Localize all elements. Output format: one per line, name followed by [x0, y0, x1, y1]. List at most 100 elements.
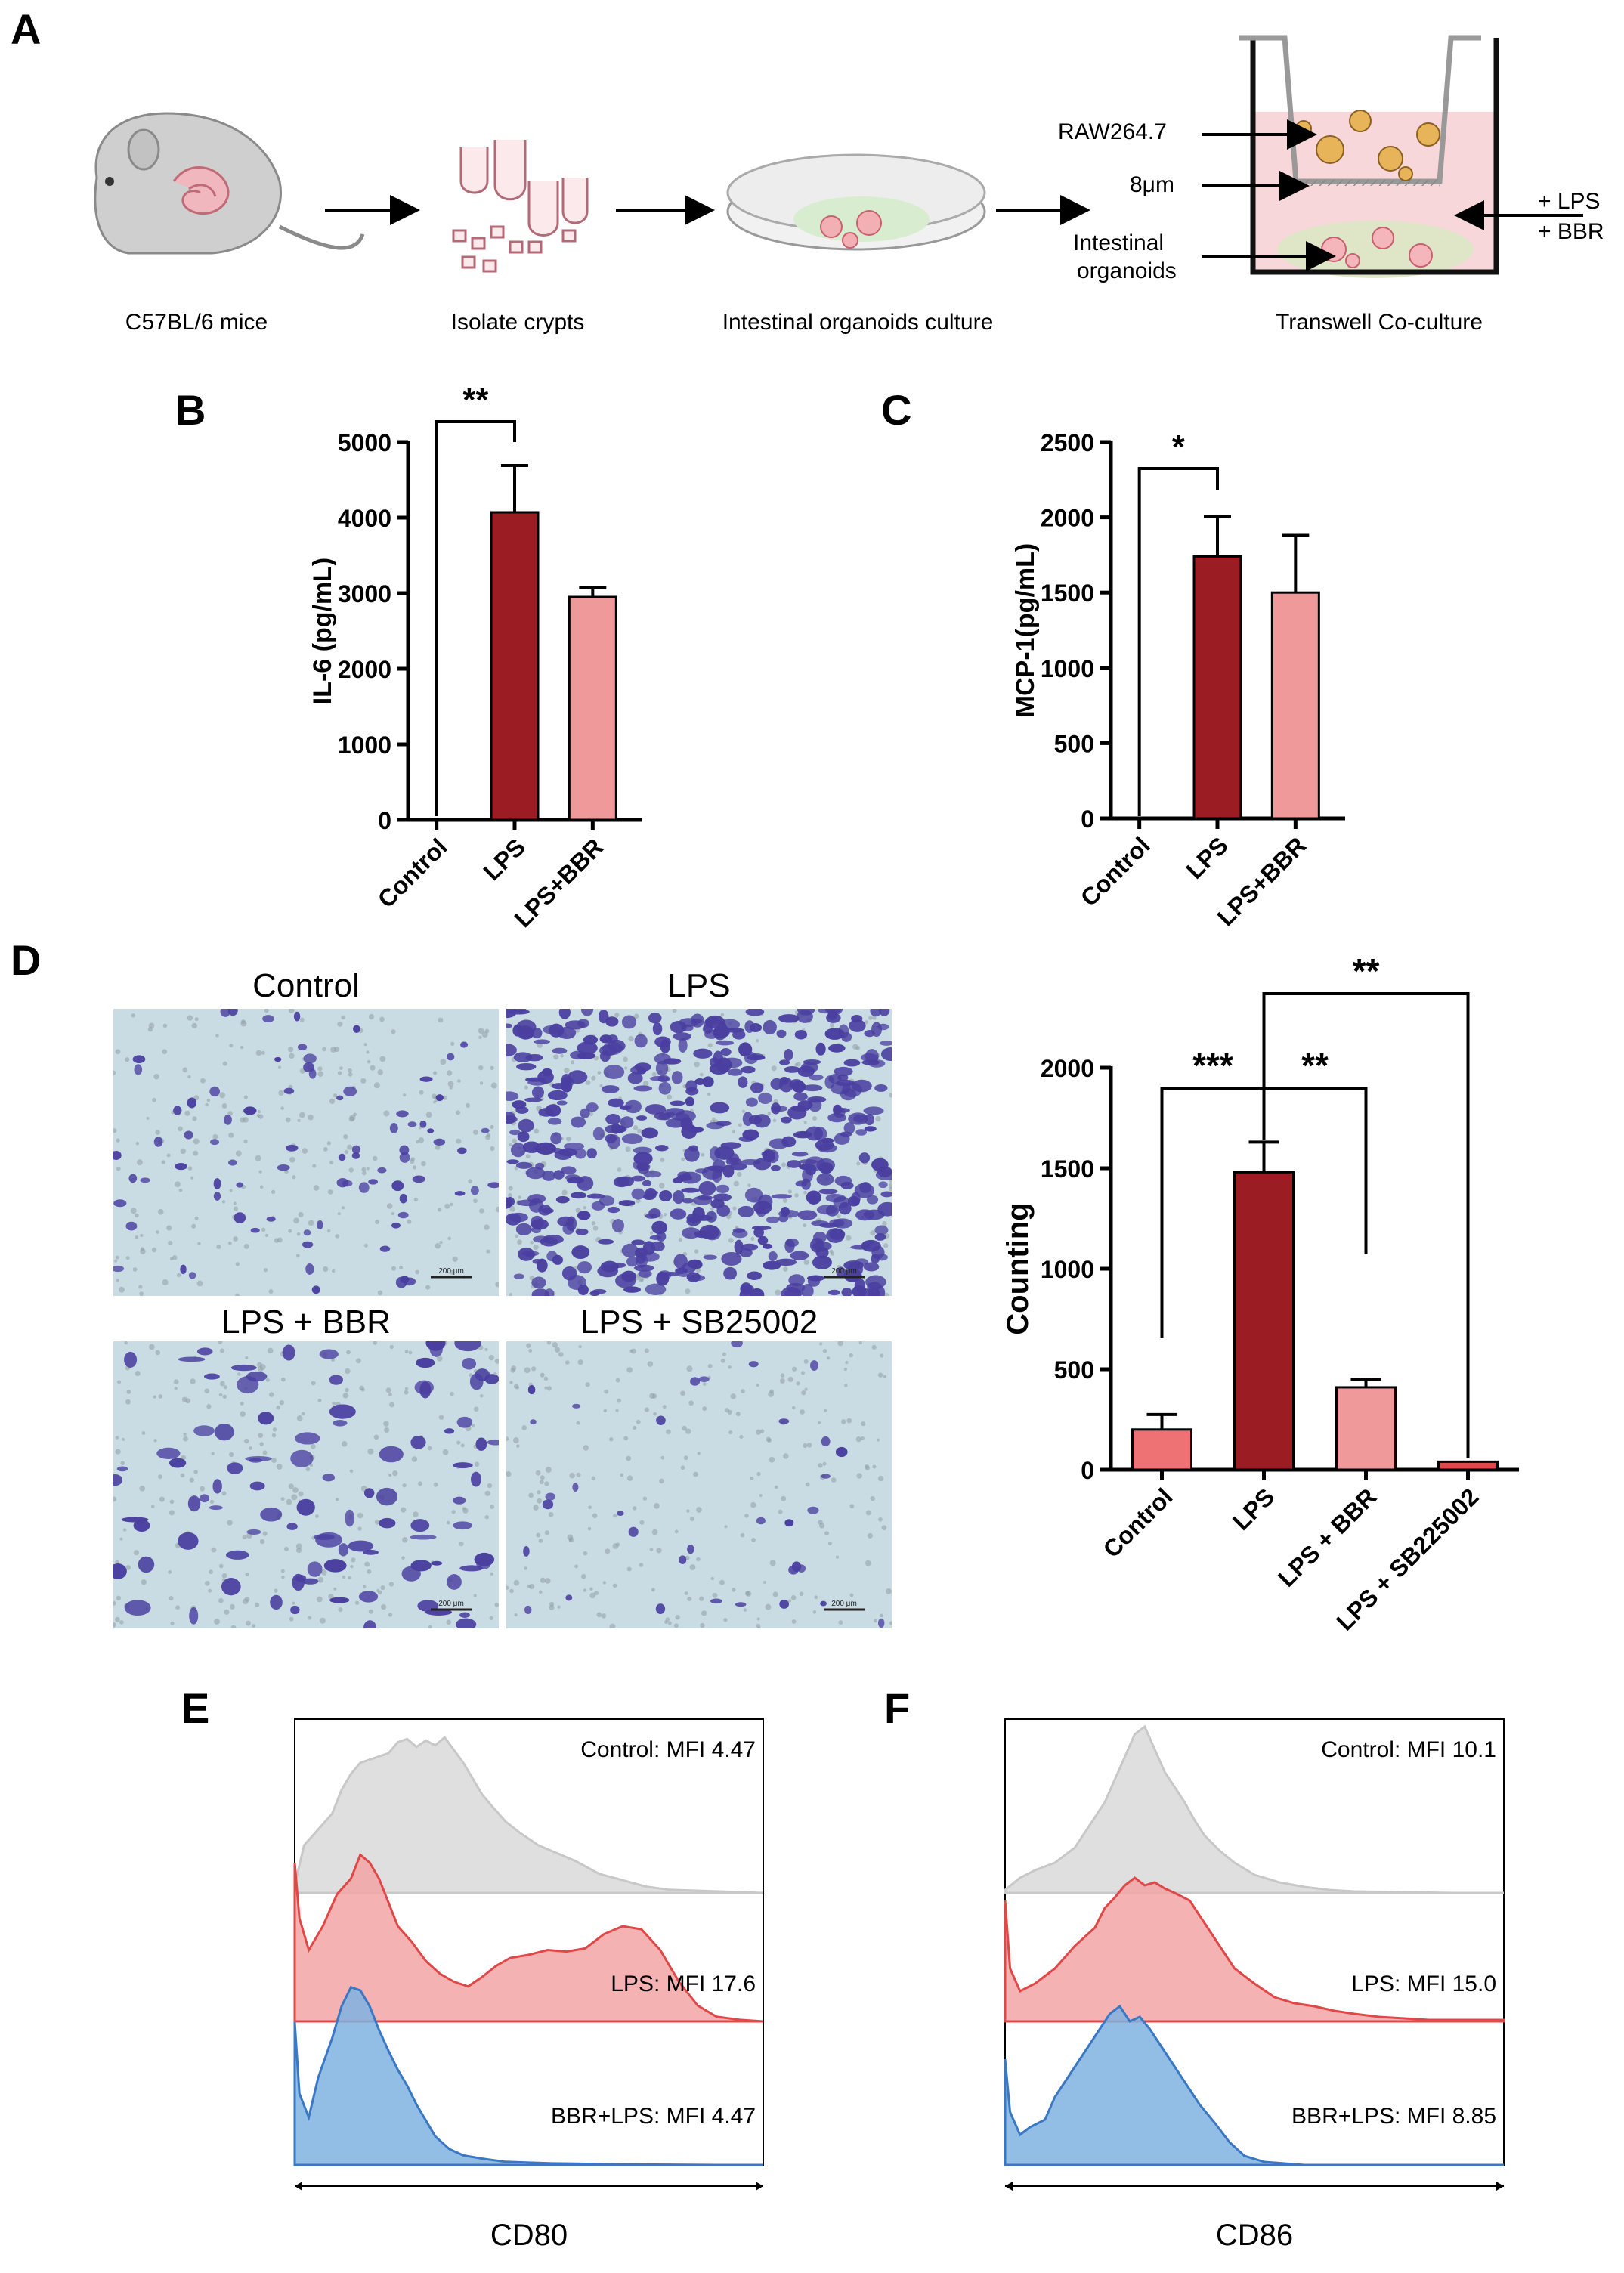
membrane-pore	[732, 1206, 737, 1211]
stained-cell	[533, 1235, 549, 1243]
membrane-pore	[267, 1347, 274, 1354]
stained-cell	[660, 1039, 670, 1053]
membrane-pore	[222, 1061, 227, 1066]
membrane-pore	[295, 1254, 300, 1258]
stained-cell	[735, 1602, 747, 1607]
membrane-pore	[191, 1022, 197, 1029]
membrane-pore	[450, 1391, 454, 1396]
stained-cell	[425, 1341, 446, 1351]
membrane-pore	[576, 1472, 581, 1477]
stained-cell	[694, 1078, 706, 1085]
membrane-pore	[728, 1430, 733, 1435]
stained-cell	[285, 1144, 299, 1152]
stained-cell	[513, 1273, 524, 1279]
membrane-pore	[741, 1389, 745, 1393]
membrane-pore	[525, 1154, 531, 1159]
stained-cell	[678, 1272, 689, 1278]
stained-cell	[512, 1024, 523, 1037]
histogram-series	[293, 1853, 764, 2023]
significance-bracket	[1137, 467, 1219, 816]
stained-cell	[863, 1262, 880, 1272]
stained-cell	[738, 1136, 755, 1143]
membrane-pore	[696, 1557, 701, 1562]
stained-cell	[620, 1116, 634, 1129]
membrane-pore	[436, 1356, 443, 1362]
membrane-pore	[388, 1392, 392, 1397]
membrane-pore	[514, 1613, 518, 1617]
membrane-pore	[803, 1121, 807, 1124]
membrane-pore	[757, 1626, 761, 1628]
il6-bar-chart: 0 1000 2000 3000 4000 5000 IL-6 (pg/mL) Control…	[308, 382, 642, 932]
membrane-pore	[449, 1202, 453, 1207]
membrane-pore	[122, 1528, 127, 1532]
stained-cell	[293, 1011, 301, 1022]
membrane-pore	[261, 1227, 266, 1232]
membrane-pore	[720, 1359, 725, 1363]
label-treatment-1: + LPS	[1538, 189, 1601, 214]
stained-cell	[286, 1523, 298, 1531]
membrane-pore	[518, 1195, 521, 1199]
membrane-pore	[116, 1279, 120, 1282]
y-tick-label: 0	[1081, 1457, 1094, 1484]
membrane-pore	[389, 1402, 394, 1408]
membrane-pore	[524, 1085, 528, 1090]
membrane-pore	[694, 1061, 700, 1068]
membrane-pore	[194, 1216, 199, 1220]
stained-cell	[574, 1148, 586, 1159]
stained-cell	[758, 1092, 773, 1105]
membrane-pore	[513, 1579, 520, 1586]
membrane-pore	[252, 1624, 256, 1628]
arrowhead-right	[756, 2182, 763, 2191]
stained-cell	[307, 1561, 323, 1577]
membrane-pore	[589, 1587, 593, 1591]
stained-cell	[681, 1227, 701, 1239]
stained-cell	[214, 1423, 234, 1441]
stained-cell	[236, 1182, 243, 1188]
stained-cell	[615, 1126, 627, 1133]
membrane-pore	[812, 1610, 817, 1614]
stained-cell	[748, 1361, 759, 1368]
membrane-pore	[876, 1438, 880, 1442]
membrane-pore	[367, 1448, 374, 1455]
stained-cell	[864, 1126, 877, 1132]
stained-cell	[731, 1341, 743, 1348]
stained-cell	[784, 1065, 800, 1073]
membrane-pore	[113, 1622, 116, 1628]
stained-cell	[843, 1122, 855, 1134]
stained-cell	[673, 1190, 685, 1205]
stained-cell	[379, 1446, 404, 1463]
membrane-pore	[120, 1461, 125, 1466]
membrane-pore	[495, 1282, 499, 1288]
stained-cell	[742, 1112, 753, 1127]
membrane-pore	[344, 1149, 349, 1155]
stained-cell	[270, 1594, 283, 1610]
membrane-pore	[317, 1576, 324, 1583]
stained-cell	[567, 1070, 588, 1084]
membrane-pore	[407, 1219, 412, 1224]
membrane-pore	[682, 1084, 687, 1089]
membrane-pore	[329, 1098, 336, 1104]
membrane-pore	[686, 1365, 693, 1372]
y-tick-label: 500	[1054, 1356, 1094, 1384]
membrane-pore	[149, 1344, 155, 1350]
membrane-pore	[204, 1580, 210, 1586]
stained-cell	[763, 1019, 777, 1035]
stained-cell	[686, 1272, 701, 1282]
series-label: BBR+LPS: MFI 8.85	[1291, 2104, 1496, 2129]
membrane-pore	[223, 1385, 227, 1390]
membrane-pore	[229, 1603, 235, 1610]
membrane-pore	[849, 1504, 855, 1509]
stained-cell	[295, 1432, 320, 1445]
membrane-pore	[347, 1144, 353, 1150]
membrane-pore	[194, 1017, 199, 1022]
membrane-pore	[425, 1112, 432, 1118]
stained-cell	[871, 1022, 882, 1038]
membrane-pore	[865, 1465, 871, 1470]
stained-cell	[189, 1607, 199, 1625]
stained-cell	[870, 1009, 882, 1017]
membrane-pore	[592, 1226, 599, 1231]
stained-cell	[771, 1102, 781, 1115]
membrane-pore	[617, 1167, 622, 1172]
stained-cell	[296, 1498, 315, 1516]
membrane-pore	[509, 1293, 512, 1296]
